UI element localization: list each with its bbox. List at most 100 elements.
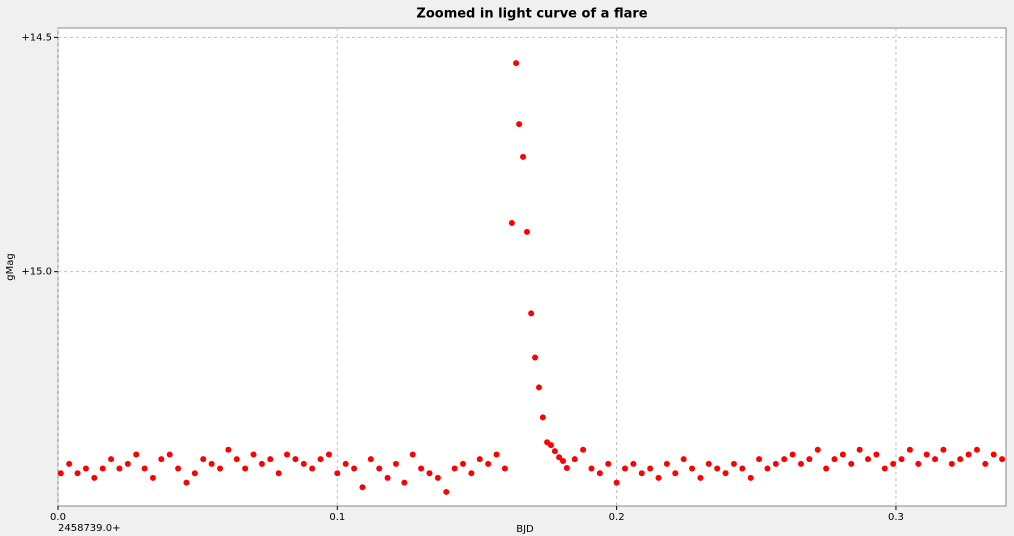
data-point	[622, 465, 629, 472]
data-point	[915, 460, 922, 467]
x-axis-label: BJD	[516, 524, 534, 535]
data-point	[74, 470, 81, 477]
data-point	[384, 474, 391, 481]
data-point	[705, 460, 712, 467]
data-point	[57, 470, 64, 477]
data-point	[493, 451, 500, 458]
data-point	[547, 442, 554, 449]
data-point	[242, 465, 249, 472]
data-point	[141, 465, 148, 472]
data-point	[680, 456, 687, 463]
data-point	[630, 460, 637, 467]
data-point	[149, 474, 156, 481]
data-point	[747, 474, 754, 481]
data-point	[672, 470, 679, 477]
data-point	[325, 451, 332, 458]
data-point	[108, 456, 115, 463]
data-point	[756, 456, 763, 463]
data-point	[906, 446, 913, 453]
data-point	[376, 465, 383, 472]
chart-title: Zoomed in light curve of a flare	[416, 7, 647, 22]
data-point	[856, 446, 863, 453]
data-point	[730, 460, 737, 467]
data-point	[923, 451, 930, 458]
data-point	[292, 456, 299, 463]
data-point	[451, 465, 458, 472]
data-point	[334, 470, 341, 477]
data-point	[839, 451, 846, 458]
data-point	[516, 121, 523, 128]
data-point	[823, 465, 830, 472]
data-point	[275, 470, 282, 477]
data-point	[865, 456, 872, 463]
data-point	[999, 456, 1006, 463]
data-point	[443, 488, 450, 495]
data-point	[932, 456, 939, 463]
data-point	[520, 153, 527, 160]
data-point	[814, 446, 821, 453]
data-point	[647, 465, 654, 472]
data-point	[697, 474, 704, 481]
data-point	[563, 465, 570, 472]
data-point	[225, 446, 232, 453]
y-axis-label: gMag	[5, 253, 16, 280]
data-point	[965, 451, 972, 458]
x-tick-label: 0.1	[329, 512, 345, 523]
data-point	[309, 465, 316, 472]
data-point	[485, 460, 492, 467]
data-point	[973, 446, 980, 453]
data-point	[539, 414, 546, 421]
data-point	[523, 228, 530, 235]
data-point	[890, 460, 897, 467]
data-point	[556, 454, 563, 461]
data-point	[233, 456, 240, 463]
data-point	[434, 474, 441, 481]
data-point	[409, 451, 416, 458]
data-point	[739, 465, 746, 472]
data-point	[571, 456, 578, 463]
data-point	[284, 451, 291, 458]
data-point	[772, 460, 779, 467]
data-point	[831, 456, 838, 463]
data-point	[764, 465, 771, 472]
data-point	[990, 451, 997, 458]
data-point	[940, 446, 947, 453]
data-point	[613, 479, 620, 486]
data-point	[638, 470, 645, 477]
data-point	[133, 451, 140, 458]
data-point	[580, 446, 587, 453]
y-tick-label: +14.5	[21, 32, 52, 43]
data-point	[191, 470, 198, 477]
data-point	[158, 456, 165, 463]
data-point	[342, 460, 349, 467]
data-point	[116, 465, 123, 472]
data-point	[535, 384, 542, 391]
data-point	[258, 460, 265, 467]
data-point	[532, 354, 539, 361]
data-point	[588, 465, 595, 472]
data-point	[501, 465, 508, 472]
data-point	[351, 465, 358, 472]
x-tick-label: 0.0	[50, 512, 66, 523]
data-point	[655, 474, 662, 481]
data-point	[166, 451, 173, 458]
data-point	[317, 456, 324, 463]
data-point	[714, 465, 721, 472]
data-point	[124, 460, 131, 467]
data-point	[468, 470, 475, 477]
data-point	[367, 456, 374, 463]
data-point	[948, 460, 955, 467]
data-point	[418, 465, 425, 472]
data-point	[873, 451, 880, 458]
data-point	[267, 456, 274, 463]
data-point	[175, 465, 182, 472]
data-point	[66, 460, 73, 467]
data-point	[476, 456, 483, 463]
data-point	[722, 470, 729, 477]
data-point	[789, 451, 796, 458]
data-point	[881, 465, 888, 472]
data-point	[250, 451, 257, 458]
data-point	[183, 479, 190, 486]
data-point	[426, 470, 433, 477]
